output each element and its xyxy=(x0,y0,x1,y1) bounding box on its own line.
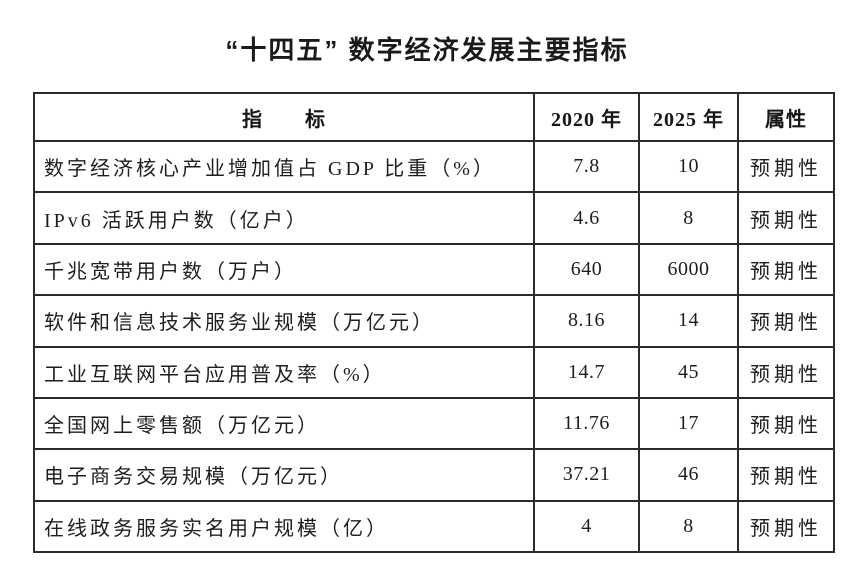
indicator-cell: 电子商务交易规模（万亿元） xyxy=(33,448,535,502)
indicator-cell: 数字经济核心产业增加值占 GDP 比重（%） xyxy=(33,139,535,194)
attribute-cell: 预期性 xyxy=(737,139,835,194)
indicator-cell: 千兆宽带用户数（万户） xyxy=(33,242,535,297)
indicator-cell: 软件和信息技术服务业规模（万亿元） xyxy=(33,294,535,348)
value-2025-cell: 45 xyxy=(638,345,739,399)
value-2020-cell: 640 xyxy=(533,242,640,297)
value-2025-cell: 46 xyxy=(638,448,739,502)
table-row: IPv6 活跃用户数（亿户） 4.6 8 预期性 xyxy=(33,191,835,245)
value-2020-cell: 7.8 xyxy=(533,139,640,194)
value-2020-cell: 11.76 xyxy=(533,396,640,451)
col-header-indicator: 指 标 xyxy=(33,92,535,142)
col-header-attribute: 属性 xyxy=(737,92,835,142)
table-row: 数字经济核心产业增加值占 GDP 比重（%） 7.8 10 预期性 xyxy=(33,139,835,194)
indicator-cell: IPv6 活跃用户数（亿户） xyxy=(33,191,535,245)
value-2020-cell: 4.6 xyxy=(533,191,640,245)
table-row: 在线政务服务实名用户规模（亿） 4 8 预期性 xyxy=(33,499,835,554)
value-2025-cell: 17 xyxy=(638,396,739,451)
table-row: 全国网上零售额（万亿元） 11.76 17 预期性 xyxy=(33,396,835,451)
table-row: 电子商务交易规模（万亿元） 37.21 46 预期性 xyxy=(33,448,835,502)
attribute-cell: 预期性 xyxy=(737,448,835,502)
value-2020-cell: 14.7 xyxy=(533,345,640,399)
table-body: 数字经济核心产业增加值占 GDP 比重（%） 7.8 10 预期性 IPv6 活… xyxy=(33,139,835,554)
value-2025-cell: 10 xyxy=(638,139,739,194)
value-2025-cell: 8 xyxy=(638,191,739,245)
value-2025-cell: 8 xyxy=(638,499,739,554)
indicators-table: 指 标 2020 年 2025 年 属性 数字经济核心产业增加值占 GDP 比重… xyxy=(33,92,835,554)
table-row: 软件和信息技术服务业规模（万亿元） 8.16 14 预期性 xyxy=(33,294,835,348)
page-title: “十四五” 数字经济发展主要指标 xyxy=(225,35,629,65)
attribute-cell: 预期性 xyxy=(737,396,835,451)
col-header-2025: 2025 年 xyxy=(638,92,739,142)
value-2020-cell: 37.21 xyxy=(533,448,640,502)
attribute-cell: 预期性 xyxy=(737,191,835,245)
value-2025-cell: 6000 xyxy=(638,242,739,297)
attribute-cell: 预期性 xyxy=(737,345,835,399)
indicator-cell: 在线政务服务实名用户规模（亿） xyxy=(33,499,535,554)
attribute-cell: 预期性 xyxy=(737,242,835,297)
value-2020-cell: 8.16 xyxy=(533,294,640,348)
table-header: 指 标 2020 年 2025 年 属性 xyxy=(33,92,835,142)
value-2025-cell: 14 xyxy=(638,294,739,348)
value-2020-cell: 4 xyxy=(533,499,640,554)
indicator-cell: 工业互联网平台应用普及率（%） xyxy=(33,345,535,399)
table-row: 工业互联网平台应用普及率（%） 14.7 45 预期性 xyxy=(33,345,835,399)
table-row: 千兆宽带用户数（万户） 640 6000 预期性 xyxy=(33,242,835,297)
attribute-cell: 预期性 xyxy=(737,499,835,554)
header-row: 指 标 2020 年 2025 年 属性 xyxy=(33,92,835,142)
indicator-cell: 全国网上零售额（万亿元） xyxy=(33,396,535,451)
attribute-cell: 预期性 xyxy=(737,294,835,348)
col-header-2020: 2020 年 xyxy=(533,92,640,142)
